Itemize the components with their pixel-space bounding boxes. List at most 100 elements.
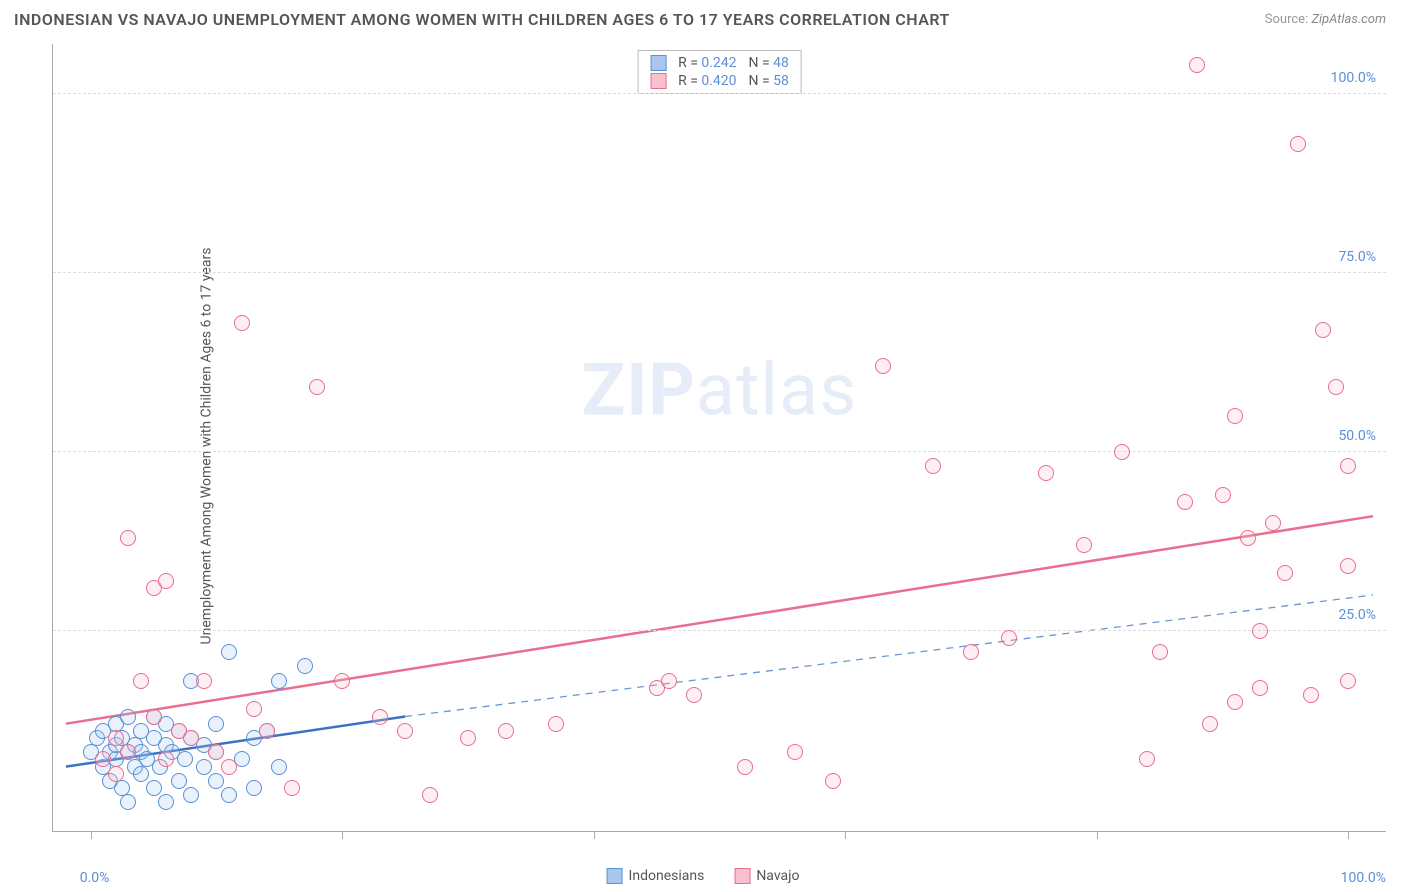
scatter-point [1340,458,1356,474]
scatter-point [208,773,224,789]
scatter-point [925,458,941,474]
scatter-point [183,730,199,746]
gridline-h [53,272,1386,273]
scatter-point [1038,465,1054,481]
x-tick [845,831,846,839]
scatter-point [271,759,287,775]
scatter-point [460,730,476,746]
legend-label: Indonesians [629,868,705,884]
scatter-point [422,787,438,803]
x-tick [1097,831,1098,839]
scatter-point [208,744,224,760]
legend-r: R = 0.242 [678,55,736,71]
scatter-point [120,794,136,810]
legend-swatch [650,73,666,89]
y-tick-label: 50.0% [1338,428,1376,444]
scatter-point [108,730,124,746]
scatter-point [875,358,891,374]
scatter-point [221,759,237,775]
chart-title: INDONESIAN VS NAVAJO UNEMPLOYMENT AMONG … [14,10,950,29]
scatter-point [284,780,300,796]
scatter-point [1315,322,1331,338]
legend-row: R = 0.420 N = 58 [650,73,789,89]
scatter-plot-area: ZIPatlas R = 0.242 N = 48 R = 0.420 N = … [52,44,1386,832]
scatter-point [108,766,124,782]
scatter-point [120,709,136,725]
scatter-point [661,673,677,689]
scatter-point [309,379,325,395]
scatter-point [133,766,149,782]
scatter-point [1227,694,1243,710]
watermark-rest: atlas [696,348,858,433]
scatter-point [234,315,250,331]
scatter-point [221,644,237,660]
x-tick [342,831,343,839]
legend-n: N = 58 [749,73,789,89]
scatter-point [1139,751,1155,767]
scatter-point [171,773,187,789]
legend-n: N = 48 [749,55,789,71]
scatter-point [397,723,413,739]
scatter-point [196,673,212,689]
scatter-point [120,744,136,760]
scatter-point [183,787,199,803]
scatter-point [963,644,979,660]
scatter-point [196,759,212,775]
scatter-point [133,673,149,689]
correlation-legend: R = 0.242 N = 48 R = 0.420 N = 58 [637,50,802,94]
legend-item: Navajo [734,868,799,884]
legend-swatch [734,868,750,884]
source-citation: Source: ZipAtlas.com [1265,12,1386,27]
scatter-point [95,751,111,767]
scatter-point [1152,644,1168,660]
scatter-point [1177,494,1193,510]
scatter-point [737,759,753,775]
scatter-point [1189,57,1205,73]
x-tick [594,831,595,839]
scatter-point [787,744,803,760]
scatter-point [1265,515,1281,531]
x-tick-label-min: 0.0% [80,870,110,886]
watermark: ZIPatlas [582,348,858,433]
gridline-h [53,93,1386,94]
scatter-point [158,751,174,767]
scatter-point [1328,379,1344,395]
scatter-point [1215,487,1231,503]
scatter-point [1252,623,1268,639]
legend-r: R = 0.420 [678,73,736,89]
scatter-point [146,780,162,796]
gridline-h [53,451,1386,452]
scatter-point [334,673,350,689]
x-tick [91,831,92,839]
scatter-point [146,709,162,725]
scatter-point [1001,630,1017,646]
scatter-point [1277,565,1293,581]
y-tick-label: 100.0% [1331,70,1376,86]
scatter-point [158,573,174,589]
scatter-point [1340,673,1356,689]
source-value: ZipAtlas.com [1311,12,1386,27]
scatter-point [259,723,275,739]
watermark-bold: ZIP [582,348,696,433]
scatter-point [246,701,262,717]
legend-row: R = 0.242 N = 48 [650,55,789,71]
scatter-point [177,751,193,767]
scatter-point [1290,136,1306,152]
scatter-point [498,723,514,739]
scatter-point [825,773,841,789]
scatter-point [1340,558,1356,574]
y-tick-label: 75.0% [1338,249,1376,265]
scatter-point [548,716,564,732]
x-tick [1348,831,1349,839]
scatter-point [158,794,174,810]
scatter-point [246,780,262,796]
scatter-point [1114,444,1130,460]
trend-line [66,516,1373,723]
series-legend: Indonesians Navajo [607,868,800,884]
scatter-point [372,709,388,725]
x-tick-label-max: 100.0% [1341,870,1386,886]
scatter-point [297,658,313,674]
scatter-point [221,787,237,803]
scatter-point [208,716,224,732]
scatter-point [686,687,702,703]
